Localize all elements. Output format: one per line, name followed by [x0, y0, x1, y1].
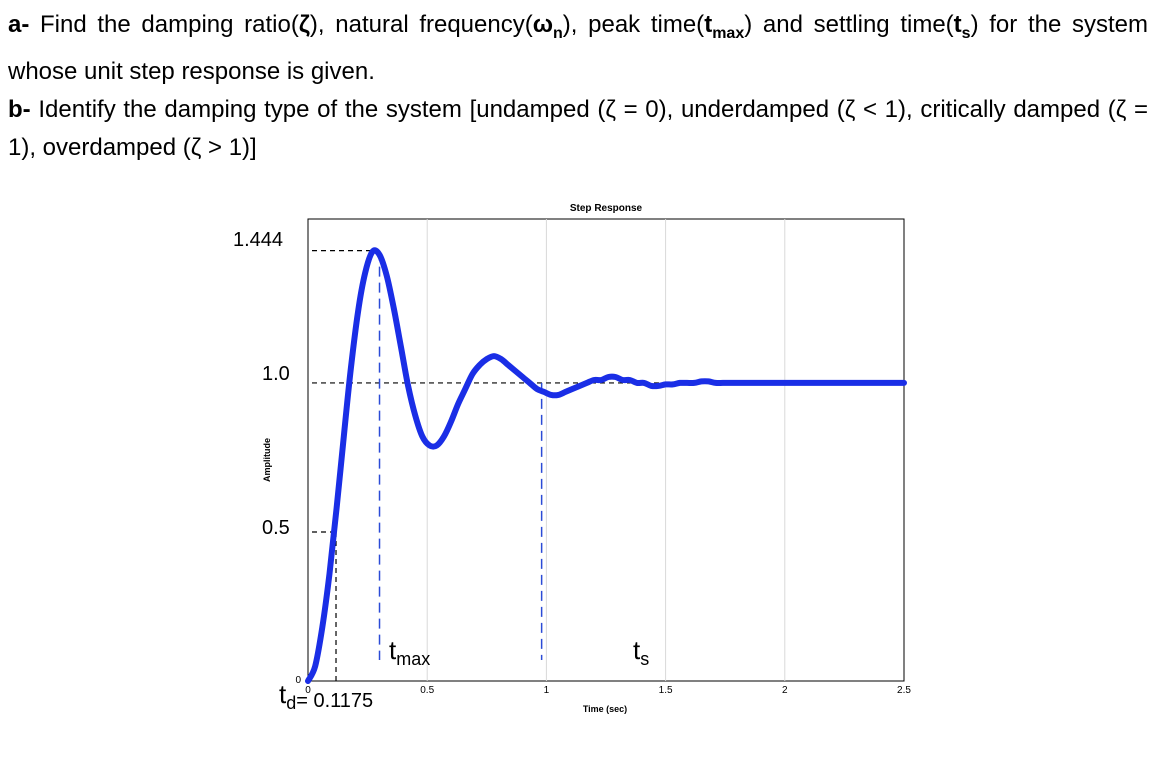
- part-b-text: Identify the damping type of the system …: [8, 95, 1148, 161]
- ts-char: t: [953, 11, 962, 38]
- grid-lines: [426, 219, 786, 681]
- y-label-one: 1.0: [262, 363, 290, 385]
- x-tick-label-0: 0: [305, 685, 311, 696]
- y-label-half: 0.5: [262, 517, 290, 539]
- part-a-text-4: ) and settling time(: [744, 11, 954, 38]
- tmax-char: t: [704, 11, 713, 38]
- step-response-line: [305, 247, 907, 684]
- tmax-annotation-sub: max: [396, 649, 430, 669]
- x-tick-label-1: 0.5: [420, 685, 434, 696]
- part-a-text-5: ) for the system whose unit step respons…: [8, 11, 1148, 85]
- part-b-label: b-: [8, 95, 31, 123]
- x-tick-label-5: 2.5: [897, 685, 911, 696]
- tmax-annotation-t: t: [389, 635, 397, 665]
- td-annotation: td= 0.1175: [279, 679, 373, 713]
- question-part-a: a- Find the damping ratio(ζ), natural fr…: [8, 6, 1148, 91]
- symbol-tmax: tmax: [704, 11, 744, 42]
- part-a-text-3: ), peak time(: [562, 11, 705, 38]
- x-tick-label-2: 1: [544, 685, 550, 696]
- symbol-omega: ωn: [532, 11, 563, 42]
- symbol-zeta: ζ: [298, 11, 310, 38]
- question-text: a- Find the damping ratio(ζ), natural fr…: [8, 6, 1148, 167]
- ts-annotation-sub: s: [640, 649, 649, 669]
- y-axis-label: Amplitude: [262, 438, 272, 482]
- tmax-annotation: tmax: [389, 635, 430, 669]
- x-tick-labels: 0 0.5 1 1.5 2 2.5: [305, 685, 911, 696]
- plot-area: [307, 218, 905, 682]
- y-label-peak: 1.444: [233, 229, 283, 251]
- ts-annotation-t: t: [633, 635, 641, 665]
- symbol-ts: ts: [953, 11, 971, 42]
- tmax-sub: max: [712, 24, 745, 42]
- y-tick-zero: 0: [295, 675, 301, 686]
- x-axis-label: Time (sec): [583, 704, 627, 714]
- omega-sub: n: [553, 24, 563, 42]
- omega-char: ω: [532, 11, 553, 38]
- x-tick-label-4: 2: [782, 685, 788, 696]
- part-a-label: a-: [8, 11, 30, 38]
- x-tick-label-3: 1.5: [659, 685, 673, 696]
- part-a-text-1: Find the damping ratio(: [29, 11, 299, 38]
- question-part-b: b- Identify the damping type of the syst…: [8, 91, 1148, 167]
- td-annotation-sub: d: [286, 693, 296, 713]
- part-a-text-2: ), natural frequency(: [309, 11, 533, 38]
- chart-title: Step Response: [570, 203, 643, 214]
- ts-sub: s: [961, 24, 971, 42]
- ts-annotation: ts: [633, 635, 649, 669]
- td-annotation-value: = 0.1175: [296, 690, 373, 712]
- td-annotation-t: t: [279, 679, 287, 709]
